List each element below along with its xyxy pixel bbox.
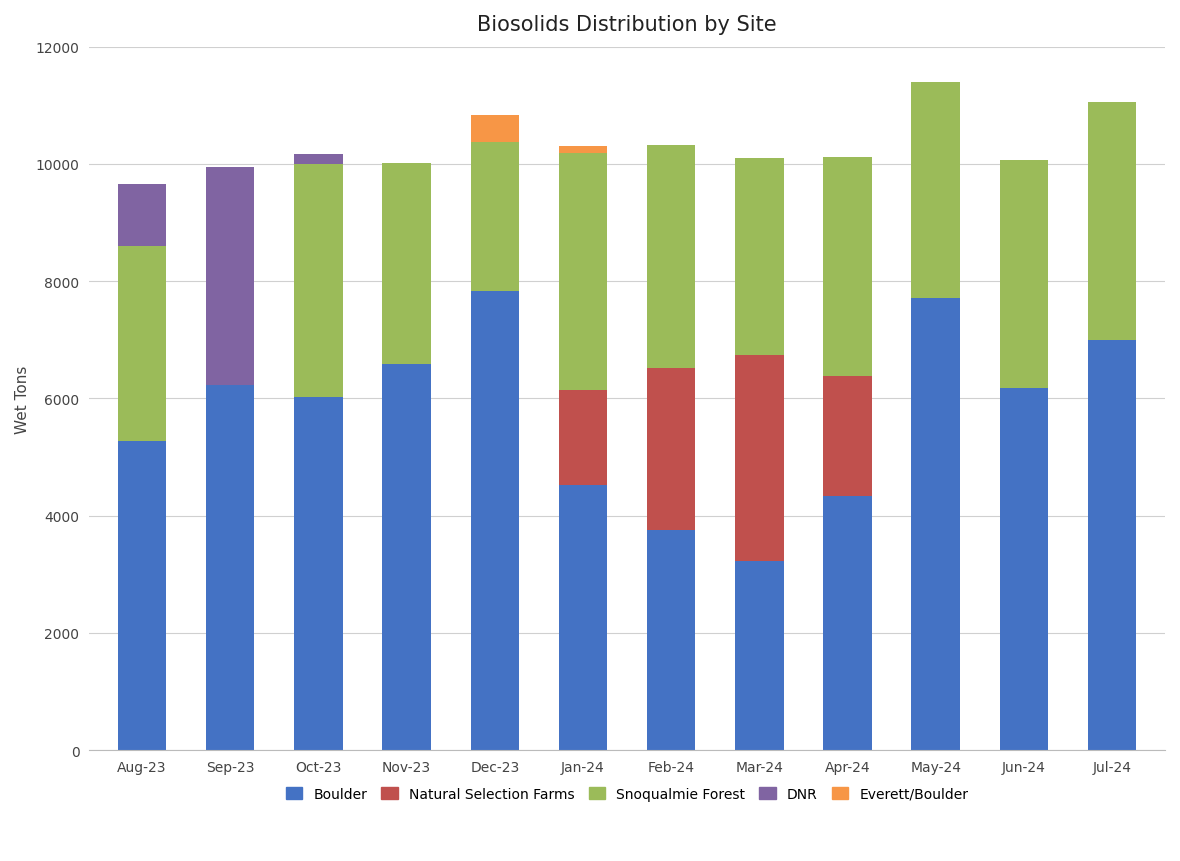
Bar xyxy=(735,159,784,356)
Bar xyxy=(559,146,608,154)
Bar xyxy=(1088,341,1136,750)
Bar xyxy=(647,369,695,530)
Bar xyxy=(559,390,608,485)
Bar xyxy=(382,164,431,365)
Bar xyxy=(382,365,431,750)
Bar xyxy=(294,397,342,750)
Bar xyxy=(647,530,695,750)
Bar xyxy=(735,356,784,561)
Bar xyxy=(294,164,342,397)
Bar xyxy=(294,155,342,164)
Bar xyxy=(824,376,872,497)
Bar xyxy=(911,298,961,750)
Bar xyxy=(824,158,872,376)
Legend: Boulder, Natural Selection Farms, Snoqualmie Forest, DNR, Everett/Boulder: Boulder, Natural Selection Farms, Snoqua… xyxy=(280,782,973,807)
Bar xyxy=(471,116,519,143)
Bar xyxy=(735,561,784,750)
Bar xyxy=(999,389,1048,750)
Bar xyxy=(118,442,166,750)
Bar xyxy=(471,143,519,292)
Bar xyxy=(206,168,255,386)
Bar xyxy=(999,161,1048,389)
Bar xyxy=(824,497,872,750)
Bar xyxy=(118,185,166,247)
Y-axis label: Wet Tons: Wet Tons xyxy=(15,365,30,433)
Bar xyxy=(559,154,608,390)
Bar xyxy=(118,247,166,442)
Bar xyxy=(647,146,695,369)
Bar xyxy=(206,386,255,750)
Bar xyxy=(911,83,961,298)
Bar xyxy=(1088,103,1136,341)
Bar xyxy=(559,485,608,750)
Bar xyxy=(471,292,519,750)
Title: Biosolids Distribution by Site: Biosolids Distribution by Site xyxy=(477,15,776,35)
